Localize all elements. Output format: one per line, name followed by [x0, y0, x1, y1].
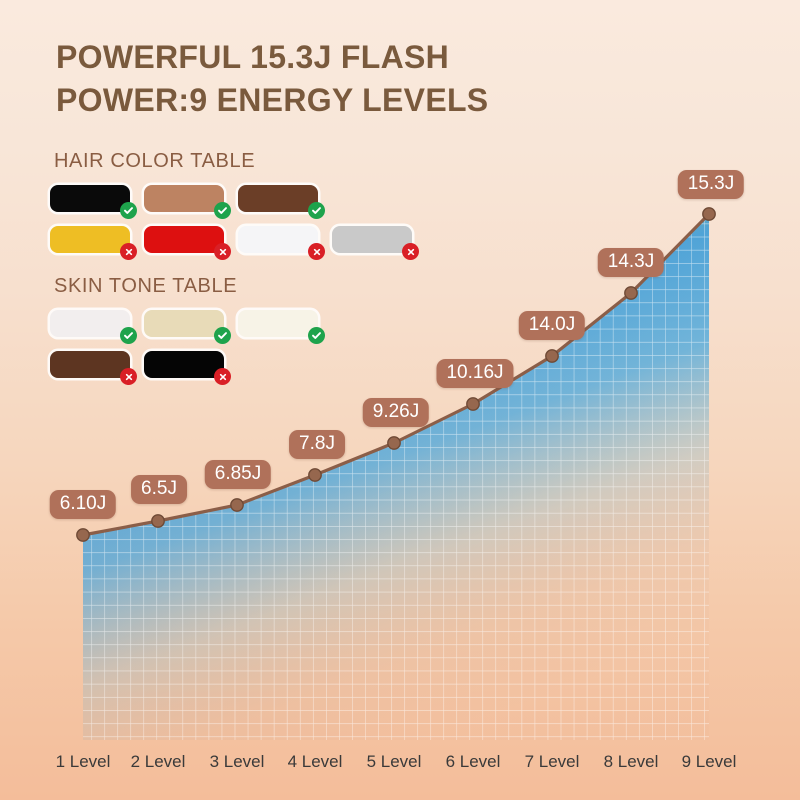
check-icon	[120, 327, 137, 344]
check-icon	[214, 327, 231, 344]
x-tick-3: 3 Level	[209, 752, 265, 771]
data-point-9[interactable]	[702, 207, 716, 221]
x-tick-2: 2 Level	[130, 752, 186, 771]
check-icon	[214, 202, 231, 219]
data-point-5[interactable]	[387, 436, 401, 450]
skin-tone-supported-row	[50, 310, 325, 344]
value-badge-2: 6.5J	[131, 475, 187, 504]
x-tick-1: 1 Level	[55, 752, 111, 771]
skin-tone-swatch-brown[interactable]	[50, 351, 137, 385]
headline-line-2: POWER:9 ENERGY LEVELS	[56, 82, 489, 118]
data-point-8[interactable]	[624, 286, 638, 300]
data-point-2[interactable]	[151, 514, 165, 528]
x-tick-5: 5 Level	[366, 752, 422, 771]
hair-color-swatch-gray[interactable]	[332, 226, 419, 260]
hair-color-table-title: HAIR COLOR TABLE	[54, 150, 256, 172]
hair-color-swatch-gold[interactable]	[50, 226, 137, 260]
skin-tone-swatch-black[interactable]	[144, 351, 231, 385]
x-tick-8: 8 Level	[603, 752, 659, 771]
hair-color-swatch-black[interactable]	[50, 185, 137, 219]
value-badge-4: 7.8J	[289, 430, 345, 459]
headline-line-1: POWERFUL 15.3J FLASH	[56, 39, 450, 75]
check-icon	[308, 202, 325, 219]
x-tick-4: 4 Level	[287, 752, 343, 771]
value-badge-6: 10.16J	[436, 359, 514, 388]
cross-icon	[308, 243, 325, 260]
value-badge-5: 9.26J	[362, 398, 430, 427]
data-point-markers	[76, 207, 716, 542]
skin-tone-swatch-cream[interactable]	[238, 310, 325, 344]
data-point-3[interactable]	[230, 498, 244, 512]
skin-tone-unsupported-row	[50, 351, 231, 385]
skin-tone-swatch-pale[interactable]	[50, 310, 137, 344]
hair-color-swatch-dark-brown[interactable]	[238, 185, 325, 219]
data-point-7[interactable]	[545, 349, 559, 363]
data-point-6[interactable]	[466, 397, 480, 411]
data-point-4[interactable]	[308, 468, 322, 482]
value-badge-7: 14.0J	[518, 311, 586, 340]
x-tick-9: 9 Level	[681, 752, 737, 771]
value-badge-9: 15.3J	[677, 170, 745, 199]
skin-tone-table-title: SKIN TONE TABLE	[54, 275, 238, 297]
check-icon	[120, 202, 137, 219]
cross-icon	[120, 243, 137, 260]
skin-tone-swatch-beige[interactable]	[144, 310, 231, 344]
hair-color-swatch-red[interactable]	[144, 226, 231, 260]
value-badge-3: 6.85J	[204, 460, 272, 489]
hair-color-swatch-light-brown[interactable]	[144, 185, 231, 219]
page-title: POWERFUL 15.3J FLASH POWER:9 ENERGY LEVE…	[56, 36, 676, 122]
value-badge-1: 6.10J	[49, 490, 117, 519]
check-icon	[308, 327, 325, 344]
cross-icon	[214, 243, 231, 260]
hair-color-unsupported-row	[50, 226, 419, 260]
cross-icon	[120, 368, 137, 385]
cross-icon	[214, 368, 231, 385]
value-badge-8: 14.3J	[597, 248, 665, 277]
hair-color-supported-row	[50, 185, 325, 219]
x-tick-6: 6 Level	[445, 752, 501, 771]
x-axis-labels: 1 Level 2 Level 3 Level 4 Level 5 Level …	[0, 752, 800, 780]
data-point-1[interactable]	[76, 528, 90, 542]
x-tick-7: 7 Level	[524, 752, 580, 771]
cross-icon	[402, 243, 419, 260]
hair-color-swatch-white[interactable]	[238, 226, 325, 260]
